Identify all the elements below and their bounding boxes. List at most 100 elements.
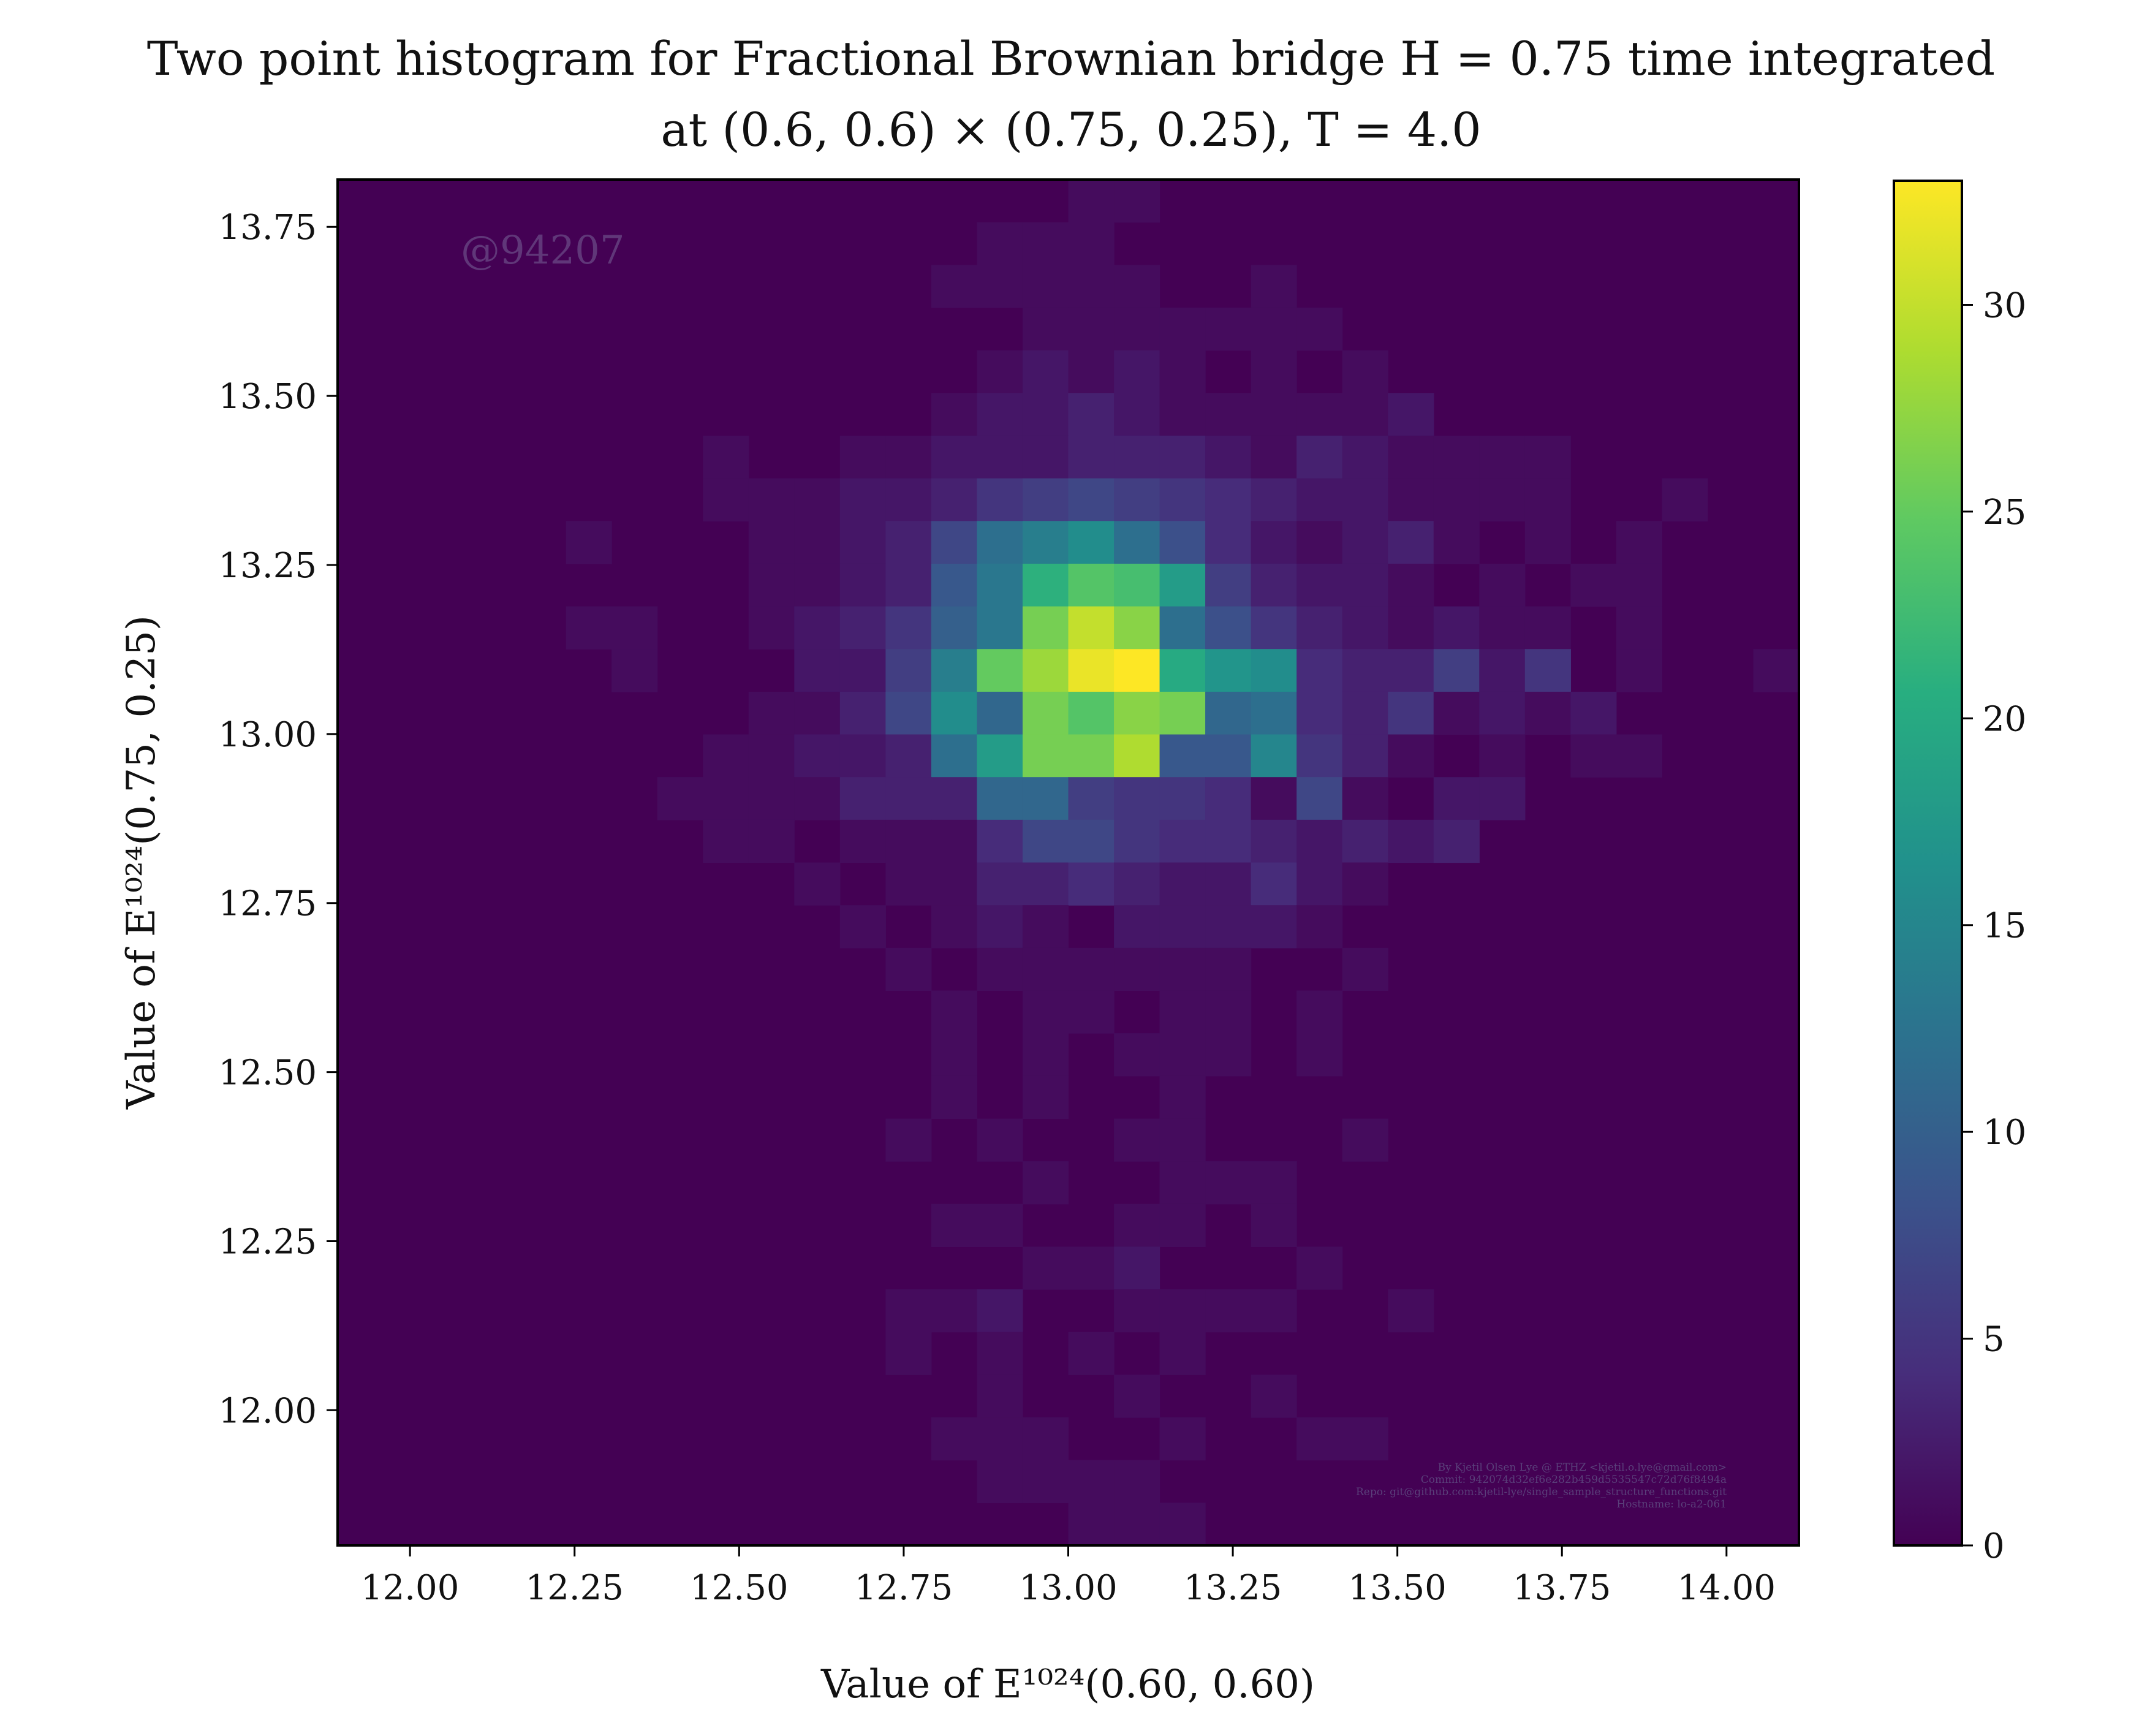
heatmap-cell [1159,819,1206,863]
heatmap-cell [1022,1417,1069,1461]
heatmap-cell [1433,777,1480,821]
heatmap-cell [1205,1289,1252,1333]
heatmap-cell [839,649,886,692]
heatmap-cell [1022,265,1069,308]
heatmap-cell [1479,606,1526,650]
heatmap-cell [1114,1460,1160,1503]
heatmap-cell [1296,990,1343,1034]
heatmap-cell [1114,862,1160,906]
heatmap-cell [794,649,841,692]
heatmap-cell [931,606,978,650]
heatmap-cell [748,691,795,735]
heatmap-cell [1388,563,1434,607]
heatmap-cell [748,819,795,863]
colorbar-ticks: 0 5 10 15 20 25 30 [1962,286,2026,1566]
heatmap-cell [931,990,978,1034]
heatmap-cell [1114,947,1160,991]
heatmap-cell [1022,563,1069,607]
heatmap-cell [1388,521,1434,564]
heatmap-cell [1114,265,1160,308]
heatmap-cell [566,606,612,650]
heatmap-cell [977,350,1023,393]
heatmap-cell [1251,734,1297,778]
heatmap-cell [1114,819,1160,863]
y-axis-label: Value of E¹⁰²⁴(0.75, 0.25) [119,615,164,1110]
colorbar-tick-label: 20 [1983,699,2026,739]
heatmap-cell [1159,734,1206,778]
heatmap-cell [748,563,795,607]
heatmap-cell [1068,777,1115,821]
heatmap-cell [1114,734,1160,778]
heatmap-cell [977,862,1023,906]
heatmap-cell [885,1118,932,1162]
heatmap-cell [1616,649,1663,692]
heatmap-cell [1296,478,1343,521]
heatmap-cell [703,435,749,479]
heatmap-cell [1068,222,1115,265]
credit-line: Commit: 942074d32ef6e282b459d5535547c72d… [1421,1474,1727,1486]
heatmap-cell [977,649,1023,692]
heatmap-cell [1159,307,1206,351]
heatmap-cell [1296,862,1343,906]
heatmap-cell [1068,1332,1115,1375]
heatmap-cell [748,734,795,778]
heatmap-cell [885,1289,932,1333]
heatmap-cell [839,606,886,650]
heatmap-cell [1251,1289,1297,1333]
heatmap-cell [1114,521,1160,564]
heatmap-cell [748,478,795,521]
heatmap-cell [931,1417,978,1461]
heatmap-cell [839,691,886,735]
heatmap-cell [1205,435,1252,479]
heatmap-cell [1342,734,1388,778]
heatmap-cell [1616,563,1663,607]
heatmap-cell [1022,905,1069,949]
watermark-text: @94207 [461,228,625,273]
x-axis-label: Value of E¹⁰²⁴(0.60, 0.60) [820,1662,1315,1707]
heatmap-cell [1296,1246,1343,1290]
colorbar: 0 5 10 15 20 25 30 [1893,180,2026,1566]
heatmap-cell [1296,393,1343,436]
heatmap-cell [977,1118,1023,1162]
heatmap-cell [1205,606,1252,650]
heatmap-cell [1068,435,1115,479]
heatmap-cell [1022,1246,1069,1290]
heatmap-cell [1251,606,1297,650]
heatmap-cell [1479,478,1526,521]
heatmap-cell [1251,435,1297,479]
heatmap-cell [931,1033,978,1077]
heatmap-cell [794,862,841,906]
heatmap-cell [885,819,932,863]
heatmap-cell [885,435,932,479]
heatmap-cell [1251,1374,1297,1418]
heatmap-cell [1479,691,1526,735]
heatmap-cell [977,265,1023,308]
heatmap-cell [977,521,1023,564]
heatmap-cell [1433,478,1480,521]
heatmap-cell [839,563,886,607]
heatmap-cell [1251,478,1297,521]
heatmap-cell [1342,478,1388,521]
heatmap-cell [977,691,1023,735]
heatmap-cell [1251,265,1297,308]
heatmap-cell [1114,649,1160,692]
heatmap-cell [1296,563,1343,607]
heatmap-cell [931,393,978,436]
heatmap-cell [839,521,886,564]
heatmap-cell [748,606,795,650]
heatmap-cell [1251,862,1297,906]
heatmap-cell [1022,691,1069,735]
heatmap-cell [1159,777,1206,821]
heatmap-cell [885,734,932,778]
heatmap-cell [1662,478,1708,521]
heatmap-cell [1251,1203,1297,1248]
heatmap-cell [885,691,932,735]
heatmap-cell [1114,1503,1160,1546]
heatmap-cell [1433,521,1480,564]
heatmap-cell [1114,350,1160,393]
heatmap-cell [1114,691,1160,735]
heatmap-cell [1159,1289,1206,1333]
colorbar-tick-label: 0 [1983,1526,2005,1566]
heatmap-cell [1114,478,1160,521]
heatmap-cell [1159,1417,1206,1461]
